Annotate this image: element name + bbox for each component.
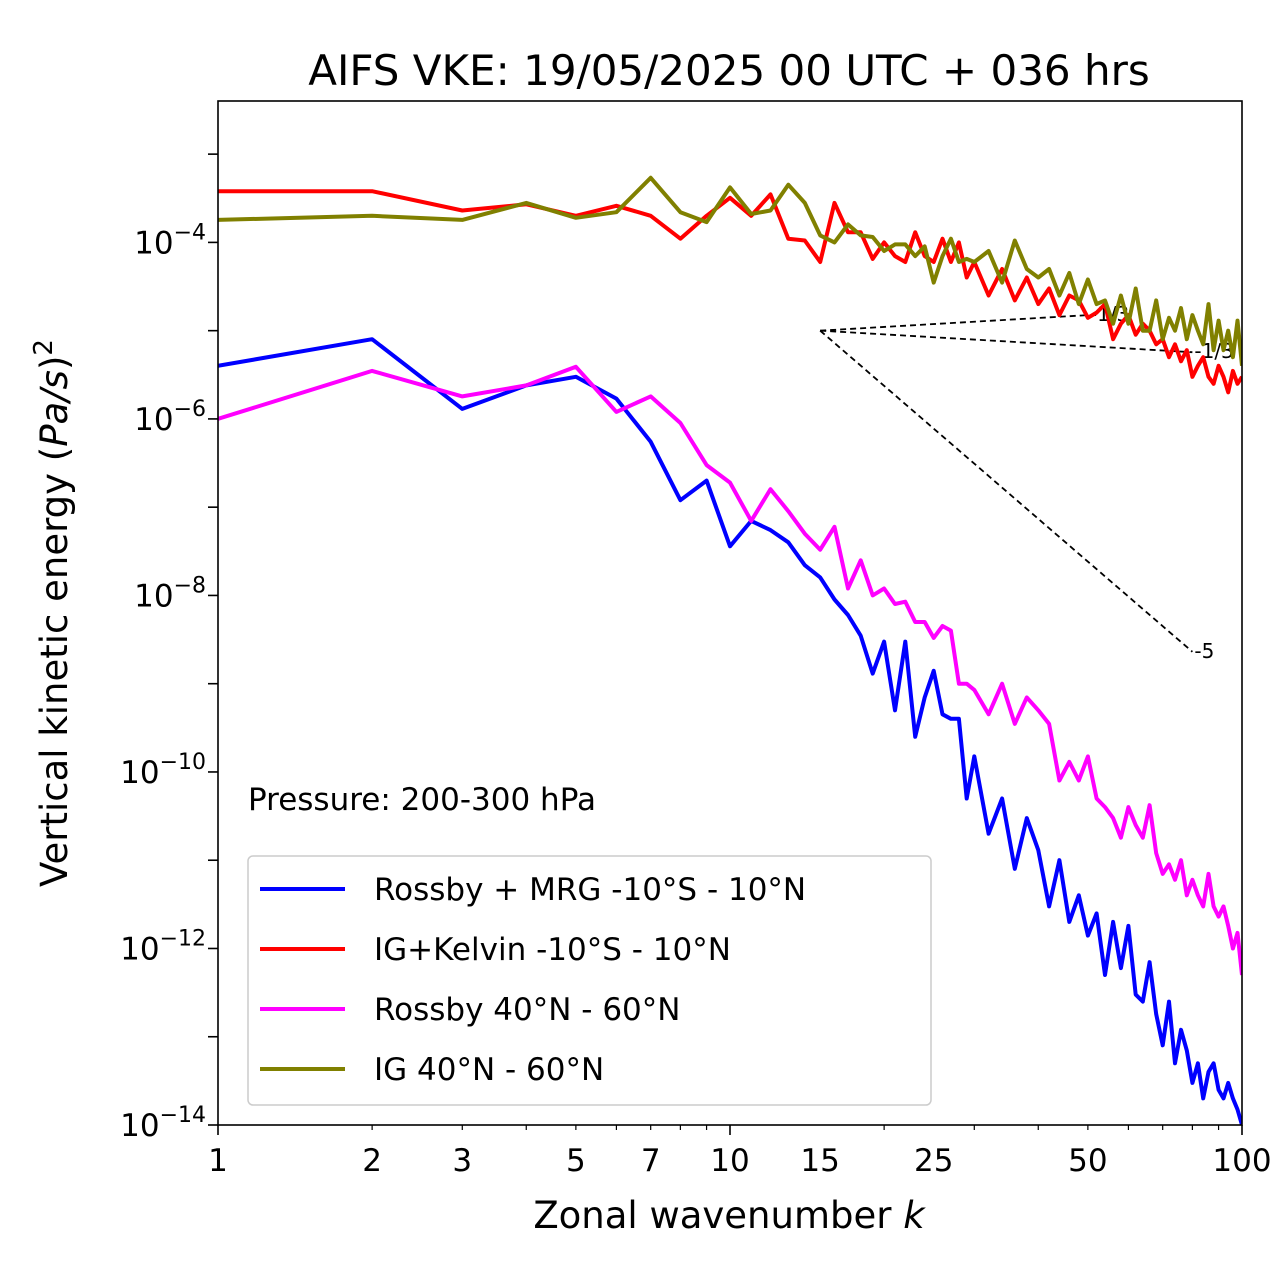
- y-tick-label: 10−10: [120, 750, 206, 791]
- legend-entry-label: Rossby + MRG -10°S - 10°N: [374, 872, 806, 908]
- chart-title: AIFS VKE: 19/05/2025 00 UTC + 036 hrs: [308, 46, 1150, 95]
- slope-label: -5: [1194, 639, 1214, 663]
- legend-entry-label: Rossby 40°N - 60°N: [374, 992, 680, 1028]
- x-tick-label: 3: [452, 1143, 472, 1179]
- slope-reference-line: [820, 314, 1088, 332]
- series-line-1: [218, 337, 1242, 1125]
- x-tick-label: 15: [800, 1143, 839, 1179]
- legend: Rossby + MRG -10°S - 10°N IG+Kelvin -10°S…: [247, 855, 932, 1106]
- x-tick-label: 1: [208, 1143, 228, 1179]
- x-tick-label: 5: [566, 1143, 586, 1179]
- x-tick-label: 100: [1212, 1143, 1271, 1179]
- y-axis-label: Vertical kinetic energy (Pa/s)2: [29, 339, 76, 887]
- x-tick-label: 10: [710, 1143, 749, 1179]
- y-tick-label: 10−12: [120, 926, 206, 967]
- slope-reference-line: [820, 329, 1193, 354]
- legend-box: [247, 855, 932, 1106]
- series-line-2: [218, 189, 1242, 395]
- x-tick-label: 50: [1068, 1143, 1107, 1179]
- x-tick-label: 2: [362, 1143, 382, 1179]
- y-tick-label: 10−14: [120, 1103, 206, 1144]
- pressure-annotation: Pressure: 200-300 hPa: [248, 782, 596, 818]
- y-tick-label: 10−4: [134, 220, 206, 261]
- x-axis-label: Zonal wavenumber k: [533, 1194, 926, 1237]
- x-tick-label: 25: [914, 1143, 953, 1179]
- x-tick-label: 7: [641, 1143, 661, 1179]
- series-line-3: [218, 364, 1242, 976]
- slope-reference-line: [819, 329, 1193, 653]
- y-tick-label: 10−6: [134, 397, 206, 438]
- y-tick-label: 10−8: [134, 573, 206, 614]
- legend-entry-label: IG 40°N - 60°N: [374, 1052, 604, 1088]
- legend-entry-label: IG+Kelvin -10°S - 10°N: [374, 932, 731, 968]
- series-line-4: [218, 175, 1242, 366]
